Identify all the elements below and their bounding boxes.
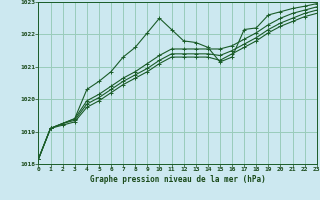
X-axis label: Graphe pression niveau de la mer (hPa): Graphe pression niveau de la mer (hPa) (90, 175, 266, 184)
